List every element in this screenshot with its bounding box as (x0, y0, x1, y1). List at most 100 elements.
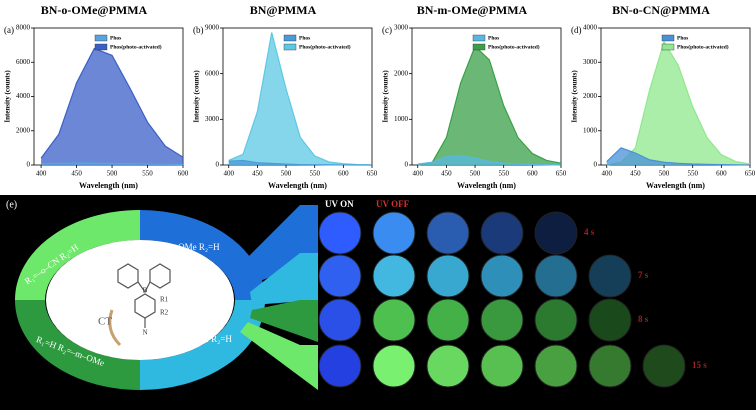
legend-label: Phos(photo-activated) (110, 43, 162, 50)
x-tick-label: 600 (338, 170, 349, 178)
x-axis-label: Wavelength (nm) (457, 181, 516, 190)
sample-photo (480, 344, 524, 388)
y-axis-label: Intensity (counts) (193, 70, 201, 123)
series-line (40, 47, 184, 159)
series-area (606, 147, 750, 165)
x-axis-label: Wavelength (nm) (268, 181, 327, 190)
y-tick-label: 3000 (205, 115, 220, 123)
uv-on: UV ON (325, 199, 354, 209)
series-area (606, 41, 750, 166)
y-axis-label: Intensity (counts) (571, 70, 579, 123)
y-tick-label: 3000 (394, 24, 409, 32)
y-tick-label: 0 (405, 161, 409, 169)
series-line (228, 159, 372, 166)
x-tick-label: 400 (601, 170, 612, 178)
sample-photo (372, 211, 416, 255)
bond (137, 281, 146, 293)
legend-swatch (661, 34, 675, 42)
x-tick-label: 650 (745, 170, 756, 178)
sample-photo (480, 254, 524, 298)
legend-swatch (94, 34, 108, 42)
sample-photo (534, 254, 578, 298)
y-tick-label: 6000 (205, 69, 220, 77)
series-line (41, 162, 184, 166)
sample-photo (372, 344, 416, 388)
boron: B (143, 287, 148, 295)
series-area (417, 155, 561, 165)
y-tick-label: 3000 (583, 58, 598, 66)
y-axis-label: Intensity (counts) (382, 70, 390, 123)
x-tick-label: 500 (281, 170, 292, 178)
sample-photo (372, 298, 416, 342)
x-tick-label: 550 (309, 170, 320, 178)
y-tick-label: 6000 (16, 58, 31, 66)
sample-photo (480, 298, 524, 342)
ring-cyan (139, 299, 265, 390)
y-tick-label: 0 (216, 161, 220, 169)
y-tick-label: 9000 (205, 24, 220, 32)
sample-photo (642, 344, 686, 388)
sample-photo (426, 344, 470, 388)
y-tick-label: 0 (594, 161, 598, 169)
funnel (240, 322, 318, 390)
panel-label: (b) (193, 25, 204, 35)
x-tick-label: 500 (470, 170, 481, 178)
molecule-drawing (108, 263, 171, 347)
sample-photo (318, 298, 362, 342)
x-tick-label: 600 (178, 170, 189, 178)
ring-blue (139, 210, 265, 301)
legend-swatch (283, 34, 297, 42)
r2: R2 (160, 309, 169, 317)
substituent: R₁=H R₂=H (188, 334, 232, 344)
sample-photo (480, 211, 524, 255)
x-tick-label: 450 (252, 170, 263, 178)
molecule-area (46, 240, 234, 360)
panel-label: (d) (571, 25, 582, 35)
chart-title: BN-o-OMe@PMMA (41, 3, 148, 17)
sample-photo (318, 211, 362, 255)
series-area (228, 32, 372, 165)
series-area (228, 160, 372, 165)
x-tick-label: 550 (498, 170, 509, 178)
sample-photo (318, 344, 362, 388)
sample-photo (534, 344, 578, 388)
x-tick-label: 650 (556, 170, 567, 178)
ring-green (15, 299, 141, 390)
time-label: 15 s (692, 360, 707, 370)
time-label: 7 s (638, 270, 649, 280)
x-tick-label: 400 (223, 170, 234, 178)
ct-arrow (108, 309, 122, 347)
bond (144, 281, 151, 293)
x-tick-label: 550 (687, 170, 698, 178)
sample-photo (588, 298, 632, 342)
series-area (41, 48, 183, 165)
sample-photo (588, 254, 632, 298)
legend-label: Phos (677, 35, 688, 41)
x-tick-label: 450 (441, 170, 452, 178)
legend-swatch (283, 43, 297, 51)
y-tick-label: 4000 (16, 92, 31, 100)
x-tick-label: 600 (716, 170, 727, 178)
legend-label: Phos (299, 35, 310, 41)
sample-photo (426, 254, 470, 298)
legend-swatch (472, 43, 486, 51)
y-tick-label: 2000 (16, 126, 31, 134)
ring-lightgreen (15, 210, 141, 301)
legend-label: Phos(photo-activated) (299, 43, 351, 50)
y-tick-label: 1000 (394, 115, 409, 123)
funnel (250, 300, 318, 342)
chart-title: BN-o-CN@PMMA (612, 3, 710, 17)
sample-photo (534, 298, 578, 342)
legend-label: Phos (488, 35, 499, 41)
sample-photo (588, 344, 632, 388)
y-tick-label: 1000 (583, 126, 598, 134)
series-line (228, 32, 373, 166)
x-axis-label: Wavelength (nm) (646, 181, 705, 190)
x-tick-label: 400 (412, 170, 423, 178)
series-line (417, 155, 562, 166)
legend-label: Phos(photo-activated) (488, 43, 540, 50)
chart-title: BN-m-OMe@PMMA (417, 3, 528, 17)
x-tick-label: 550 (142, 170, 153, 178)
nitrogen: N (142, 329, 147, 337)
series-line (606, 147, 751, 166)
